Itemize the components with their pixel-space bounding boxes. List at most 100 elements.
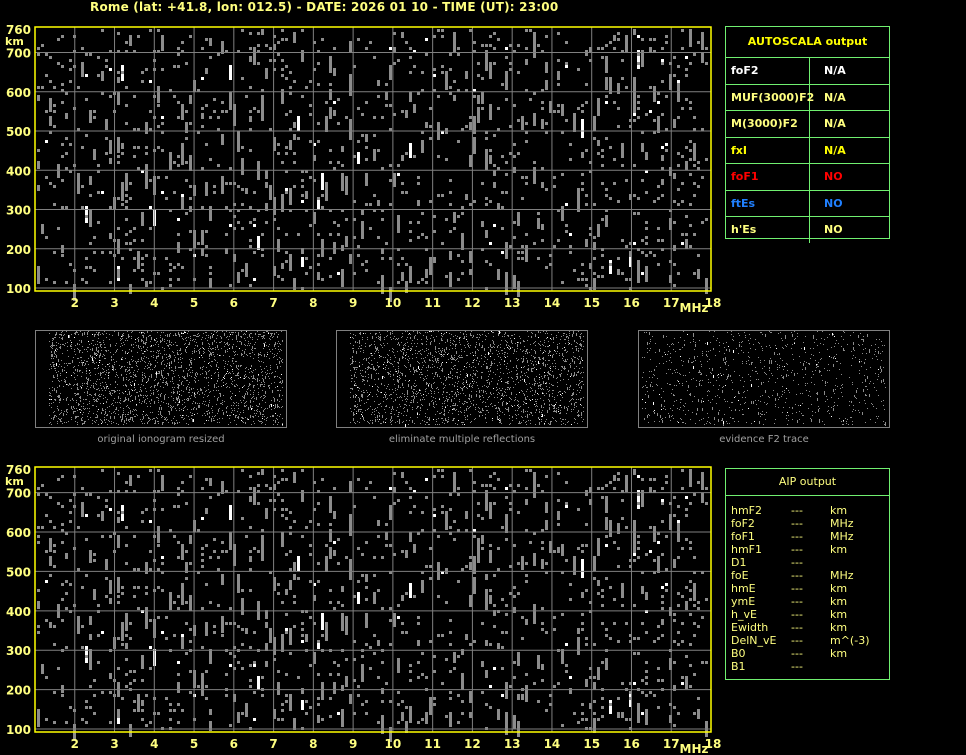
noise-point (61, 619, 64, 622)
noise-point (84, 349, 85, 350)
noise-point (253, 107, 256, 110)
noise-point (633, 535, 636, 554)
noise-point (55, 335, 56, 336)
noise-point (137, 568, 140, 571)
noise-point (485, 44, 488, 47)
noise-point (145, 366, 146, 367)
noise-point (89, 212, 92, 215)
noise-point (101, 377, 102, 378)
noise-point (181, 637, 184, 649)
noise-point (105, 347, 106, 348)
noise-point (54, 368, 55, 369)
noise-point (445, 131, 448, 134)
noise-point (473, 50, 476, 53)
noise-point (50, 393, 51, 394)
noise-point (425, 281, 428, 284)
noise-point (164, 377, 165, 378)
noise-point (409, 239, 412, 242)
noise-point (220, 403, 221, 404)
noise-point (121, 152, 124, 155)
noise-point (449, 203, 452, 206)
noise-point (238, 373, 239, 374)
noise-point (425, 478, 428, 481)
noise-point (65, 92, 68, 95)
noise-point (84, 383, 85, 384)
noise-point (569, 676, 572, 679)
noise-point (397, 616, 400, 619)
noise-point (177, 398, 178, 401)
noise-point (693, 116, 696, 119)
noise-point (226, 331, 227, 332)
noise-point (501, 227, 504, 230)
noise-point (209, 496, 212, 499)
noise-point (73, 367, 74, 368)
noise-point (186, 387, 187, 390)
noise-point (469, 269, 472, 272)
noise-point (182, 358, 183, 359)
noise-point (453, 658, 456, 661)
noise-point (262, 336, 263, 337)
noise-point (485, 149, 488, 168)
noise-point (465, 89, 468, 92)
noise-point (265, 68, 268, 79)
noise-point (176, 345, 177, 346)
noise-point (485, 640, 488, 643)
noise-point (641, 691, 644, 694)
noise-point (205, 245, 208, 248)
noise-point (141, 520, 144, 523)
noise-point (513, 155, 516, 158)
noise-point (164, 368, 165, 369)
noise-point (164, 364, 165, 365)
noise-point (605, 496, 608, 513)
noise-point (249, 475, 252, 478)
noise-point (201, 607, 204, 610)
noise-point (569, 691, 572, 694)
noise-point (84, 409, 85, 410)
noise-point (189, 396, 190, 397)
noise-point (289, 532, 292, 535)
noise-point (239, 388, 240, 389)
noise-point (457, 487, 460, 490)
noise-point (261, 423, 262, 424)
noise-point (164, 395, 165, 396)
noise-point (256, 398, 257, 399)
noise-point (59, 397, 60, 398)
noise-point (245, 422, 246, 423)
noise-point (183, 339, 184, 340)
noise-point (81, 62, 84, 77)
noise-point (82, 385, 83, 386)
noise-point (441, 29, 444, 32)
noise-point (693, 673, 696, 676)
noise-point (409, 47, 412, 50)
noise-point (49, 405, 50, 406)
noise-point (110, 384, 111, 385)
noise-point (317, 502, 320, 505)
noise-point (73, 385, 74, 386)
noise-point (98, 335, 99, 336)
noise-point (217, 381, 218, 382)
noise-point (37, 487, 40, 490)
noise-point (161, 417, 162, 418)
noise-point (169, 284, 172, 287)
noise-point (417, 661, 420, 664)
noise-point (53, 358, 54, 359)
noise-point (649, 110, 652, 113)
noise-point (601, 149, 604, 152)
noise-point (413, 155, 416, 158)
noise-point (541, 628, 544, 631)
noise-point (629, 251, 632, 254)
noise-point (274, 334, 275, 335)
noise-point (116, 361, 117, 362)
noise-point (164, 354, 165, 355)
noise-point (97, 56, 100, 59)
noise-point (82, 352, 83, 353)
noise-point (60, 344, 61, 345)
noise-point (241, 146, 244, 149)
noise-point (469, 643, 472, 646)
noise-point (129, 373, 130, 374)
noise-point (593, 712, 596, 715)
noise-point (104, 347, 105, 348)
noise-point (178, 396, 179, 399)
noise-point (89, 411, 90, 412)
noise-point (449, 257, 452, 260)
